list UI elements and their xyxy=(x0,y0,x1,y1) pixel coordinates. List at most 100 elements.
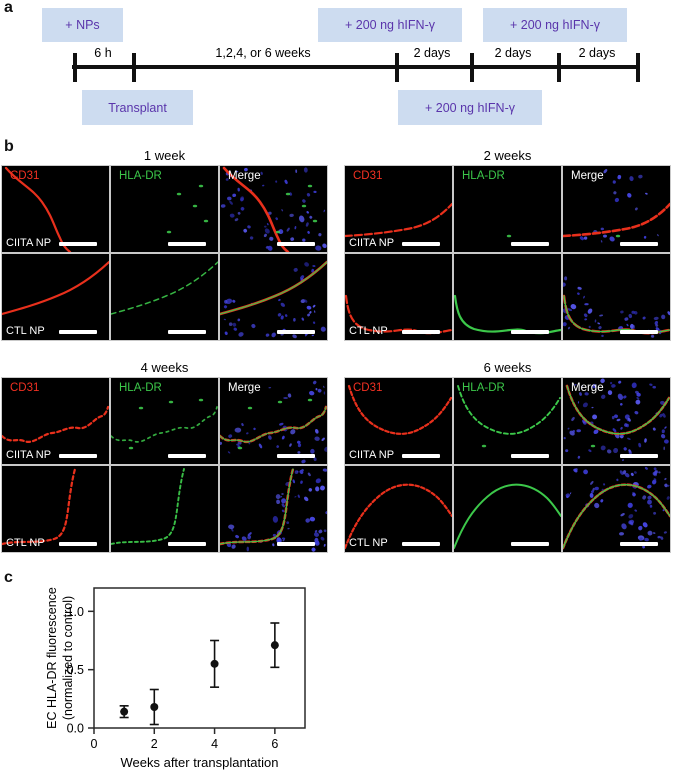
nucleus-dot xyxy=(269,236,274,241)
x-axis-label: Weeks after transplantation xyxy=(120,755,278,770)
nucleus-dot xyxy=(583,236,588,240)
event-box: + 200 ng hIFN-γ xyxy=(318,8,462,42)
hla-dr-signal-path xyxy=(454,294,561,335)
scale-bar xyxy=(402,241,440,246)
nucleus-dot xyxy=(227,451,231,454)
nucleus-dot xyxy=(592,383,597,389)
micrograph-tile: HLA-DR xyxy=(110,377,219,465)
channel-label: HLA-DR xyxy=(462,382,505,394)
nucleus-dot xyxy=(643,235,647,239)
nucleus-dot xyxy=(282,539,285,542)
nucleus-dot xyxy=(626,323,629,327)
nucleus-dot xyxy=(567,308,573,312)
nucleus-dot xyxy=(314,530,318,533)
nucleus-dot xyxy=(275,180,278,183)
micrograph-tile: Merge xyxy=(562,377,671,465)
nucleus-dot xyxy=(301,317,305,321)
channel-label: Merge xyxy=(228,382,261,394)
nucleus-dot xyxy=(583,313,588,318)
nucleus-dot xyxy=(620,513,625,517)
nucleus-dot xyxy=(297,494,300,499)
nucleus-dot xyxy=(660,434,666,439)
hla-dr-speck xyxy=(277,400,283,404)
y-axis-label-line2: (normalized to control) xyxy=(61,596,75,720)
nucleus-dot xyxy=(619,470,624,475)
scale-bar xyxy=(168,241,206,246)
nucleus-dot xyxy=(265,333,270,337)
nucleus-dot xyxy=(583,295,585,299)
nucleus-dot xyxy=(636,397,640,400)
nucleus-dot xyxy=(582,402,588,408)
data-point xyxy=(270,641,279,650)
nucleus-dot xyxy=(325,511,327,515)
nucleus-dot xyxy=(272,533,276,537)
nucleus-dot xyxy=(312,321,316,324)
hla-dr-speck xyxy=(198,398,204,402)
nucleus-dot xyxy=(225,178,229,181)
nucleus-dot xyxy=(634,207,638,211)
scale-bar xyxy=(168,329,206,334)
nucleus-dot xyxy=(229,213,235,218)
nucleus-dot xyxy=(315,388,318,391)
nucleus-dot xyxy=(622,470,627,475)
nucleus-dot xyxy=(638,442,642,448)
data-point xyxy=(210,659,219,668)
nucleus-dot xyxy=(320,485,325,491)
hla-dr-speck xyxy=(128,446,134,450)
panel-c-label: c xyxy=(4,569,13,586)
nucleus-dot xyxy=(234,218,239,222)
event-box: + NPs xyxy=(42,8,123,42)
nucleus-dot xyxy=(584,318,588,321)
cd31-signal-path xyxy=(345,202,452,238)
row-label: CTL NP xyxy=(349,325,388,337)
panel-b-label: b xyxy=(4,138,14,155)
nucleus-dot xyxy=(318,529,323,534)
nucleus-dot xyxy=(281,498,287,504)
nucleus-dot xyxy=(635,390,639,394)
hla-dr-speck xyxy=(285,192,291,196)
nucleus-dot xyxy=(584,392,589,396)
nucleus-dot xyxy=(315,486,320,492)
hla-dr-speck xyxy=(481,444,487,448)
nucleus-dot xyxy=(606,449,612,454)
nucleus-dot xyxy=(235,170,239,173)
hla-dr-signal-path xyxy=(220,406,327,443)
nucleus-dot xyxy=(233,327,238,331)
scale-bar xyxy=(620,329,658,334)
channel-label: HLA-DR xyxy=(119,170,162,182)
event-box: Transplant xyxy=(82,90,193,125)
nucleus-dot xyxy=(621,523,627,530)
scale-bar xyxy=(620,541,658,546)
nucleus-dot xyxy=(231,544,236,549)
nucleus-dot xyxy=(609,236,615,242)
nucleus-dot xyxy=(312,380,317,385)
nucleus-dot xyxy=(272,543,275,547)
hla-dr-speck xyxy=(198,184,204,188)
nucleus-dot xyxy=(564,276,568,281)
micrograph-tile xyxy=(110,465,219,553)
hla-dr-speck xyxy=(237,446,243,450)
nucleus-dot xyxy=(567,326,571,330)
nucleus-dot xyxy=(267,211,272,215)
nucleus-dot xyxy=(600,378,605,384)
nucleus-dot xyxy=(667,484,670,487)
hla-dr-signal-path xyxy=(563,484,670,549)
nucleus-dot xyxy=(620,310,624,314)
nucleus-dot xyxy=(310,448,315,454)
nucleus-dot xyxy=(311,547,316,552)
nucleus-dot xyxy=(639,537,643,541)
nucleus-dot xyxy=(260,171,263,175)
nucleus-dot xyxy=(649,504,653,508)
scale-bar xyxy=(168,541,206,546)
group-title: 6 weeks xyxy=(483,360,532,375)
nucleus-dot xyxy=(629,521,634,526)
nucleus-dot xyxy=(631,382,637,389)
nucleus-dot xyxy=(292,334,297,339)
nucleus-dot xyxy=(572,429,576,433)
nucleus-dot xyxy=(320,536,325,541)
nucleus-dot xyxy=(600,499,604,503)
scale-bar xyxy=(511,453,549,458)
cd31-signal-path xyxy=(563,202,670,238)
hla-dr-signal-path xyxy=(454,483,561,549)
nucleus-dot xyxy=(574,383,577,386)
